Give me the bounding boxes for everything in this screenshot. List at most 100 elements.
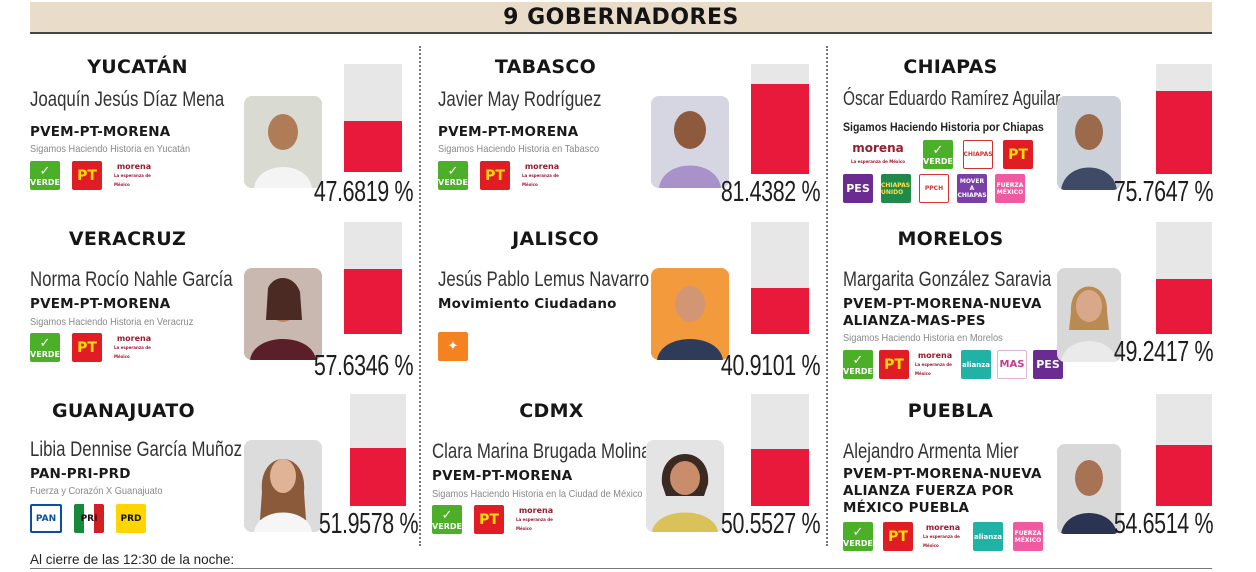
candidate-name: Jesús Pablo Lemus Navarro: [438, 268, 650, 291]
vote-percent: 47.6819 %: [313, 176, 414, 208]
vote-bar: [1156, 394, 1212, 506]
state-card-yucatan: YUCATÁN Joaquín Jesús Díaz Mena PVEM-PT-…: [30, 48, 413, 220]
party-logos: ✓ VERDE PT morena La esperanza de México: [30, 333, 154, 362]
page-title: 9 GOBERNADORES: [503, 5, 739, 30]
state-card-guanajuato: GUANAJUATO Libia Dennise García Muñoz Le…: [30, 392, 418, 564]
verde-logo: ✓ VERDE: [843, 350, 873, 379]
fuerza-mexico-logo: FUERZA MÉXICO: [1013, 522, 1043, 551]
vote-percent: 81.4382 %: [720, 176, 821, 208]
candidate-photo: [1057, 268, 1121, 362]
morena-logo: morena La esperanza de México: [522, 162, 560, 187]
candidate-photo: [1057, 444, 1121, 534]
vote-bar-fill: [1156, 90, 1212, 174]
state-card-tabasco: TABASCO Javier May Rodríguez PVEM-PT-MOR…: [438, 48, 820, 220]
state-name: MORELOS: [897, 228, 1004, 250]
candidate-name: Clara Marina Brugada Molina: [432, 440, 651, 463]
state-name: TABASCO: [494, 56, 597, 78]
morena-logo: morena La esperanza de México: [923, 523, 961, 548]
nueva-alianza-logo: alianza: [961, 350, 991, 379]
party-name: PVEM-PT-MORENA: [438, 124, 579, 140]
morena-logo: morena La esperanza de México: [114, 162, 152, 187]
chiapas-party-logo: CHIAPAS: [963, 140, 993, 169]
title-banner: 9 GOBERNADORES: [30, 2, 1212, 34]
pt-logo: PT: [1003, 140, 1033, 169]
party-logos: PAN PRI PRD: [30, 504, 146, 533]
column-divider: [419, 46, 421, 546]
morena-logo: morena La esperanza de México: [851, 140, 905, 164]
candidate-photo: [244, 96, 322, 188]
vote-bar-fill: [751, 288, 809, 334]
verde-logo: ✓ VERDE: [923, 140, 953, 169]
party-name: Movimiento Ciudadano: [438, 296, 617, 312]
nueva-alianza-logo: alianza: [973, 522, 1003, 551]
verde-logo: ✓ VERDE: [438, 161, 468, 190]
candidate-name: Margarita González Saravia: [843, 268, 1052, 291]
pt-logo: PT: [480, 161, 510, 190]
pt-logo: PT: [879, 350, 909, 379]
coalition-name: Sigamos Haciendo Historia en Tabasco: [438, 143, 600, 155]
vote-bar-fill: [350, 447, 406, 506]
candidate-photo: [244, 268, 322, 360]
vote-bar: [1156, 222, 1212, 334]
candidate-photo: [1057, 96, 1121, 190]
pt-logo: PT: [883, 522, 913, 551]
mover-a-chiapas-logo: MOVER A CHIAPAS: [957, 174, 987, 203]
pan-logo: PAN: [30, 504, 62, 533]
vote-bar: [1156, 64, 1212, 174]
verde-logo: ✓ VERDE: [30, 333, 60, 362]
party-name: PAN-PRI-PRD: [30, 466, 131, 482]
coalition-name: Sigamos Haciendo Historia en la Ciudad d…: [432, 488, 643, 500]
state-name: JALISCO: [512, 228, 599, 250]
portrait-icon: [244, 96, 322, 188]
vote-percent: 49.2417 %: [1113, 336, 1214, 368]
morena-logo: morena La esperanza de México: [114, 334, 152, 359]
prd-logo: PRD: [116, 504, 146, 533]
state-name: YUCATÁN: [87, 56, 188, 78]
state-card-jalisco: JALISCO Jesús Pablo Lemus Navarro Movimi…: [438, 220, 820, 392]
fuerza-mexico-logo: FUERZA MÉXICO: [995, 174, 1025, 203]
footer-rule: [30, 568, 1212, 569]
portrait-icon: [1057, 444, 1121, 534]
pes-logo: PES: [843, 174, 873, 203]
vote-bar-fill: [344, 269, 402, 334]
vote-bar-fill: [1156, 444, 1212, 506]
portrait-icon: [646, 440, 724, 532]
vote-bar-fill: [751, 449, 809, 506]
vote-bar: [344, 64, 402, 172]
state-card-morelos: MORELOS Margarita González Saravia PVEM-…: [843, 220, 1213, 392]
candidate-name: Joaquín Jesús Díaz Mena: [30, 88, 225, 111]
party-name: PVEM-PT-MORENA: [30, 296, 171, 312]
morena-logo: morena La esperanza de México: [516, 506, 554, 531]
candidate-photo: [651, 268, 729, 360]
vote-bar: [350, 394, 406, 506]
state-card-puebla: PUEBLA Alejandro Armenta Mier PVEM-PT-MO…: [843, 392, 1213, 564]
coalition-name: Sigamos Haciendo Historia en Veracruz: [30, 316, 194, 328]
portrait-icon: [651, 96, 729, 188]
portrait-icon: [244, 440, 322, 532]
pt-logo: PT: [72, 161, 102, 190]
party-logos: ✦: [438, 332, 468, 361]
portrait-icon: [244, 268, 322, 360]
state-name: VERACRUZ: [68, 228, 187, 250]
vote-percent: 54.6514 %: [1113, 508, 1214, 540]
vote-percent: 57.6346 %: [313, 350, 414, 382]
party-name: PVEM-PT-MORENA-NUEVA ALIANZA-MAS-PES: [843, 296, 1042, 329]
column-divider: [826, 46, 828, 546]
morena-logo: morena La esperanza de México: [915, 351, 953, 376]
party-name: PVEM-PT-MORENA-NUEVA ALIANZA FUERZA POR …: [843, 466, 1042, 516]
candidate-name: Alejandro Armenta Mier: [843, 440, 1019, 463]
coalition-name: Sigamos Haciendo Historia en Morelos: [843, 332, 1003, 344]
vote-bar: [344, 222, 402, 334]
portrait-icon: [651, 268, 729, 360]
vote-bar-fill: [344, 120, 402, 172]
chiapas-unido-logo: CHIAPAS UNIDO: [881, 174, 911, 203]
party-logos: ✓ VERDE PT morena La esperanza de México a…: [843, 522, 1043, 551]
mas-logo: MAS: [997, 350, 1027, 379]
state-name: CHIAPAS: [903, 56, 998, 78]
party-logos: ✓ VERDE PT morena La esperanza de México: [438, 161, 562, 190]
party-logos: ✓ VERDE PT morena La esperanza de México: [432, 505, 556, 534]
pt-logo: PT: [72, 333, 102, 362]
coalition-name: Sigamos Haciendo Historia por Chiapas: [843, 120, 1044, 134]
party-logos-row-2: PES CHIAPAS UNIDO PPCH MOVER A CHIAPAS F…: [843, 174, 1025, 203]
portrait-icon: [1057, 96, 1121, 190]
